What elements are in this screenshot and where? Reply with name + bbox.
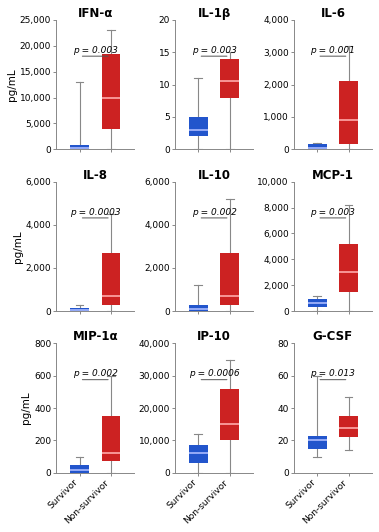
Title: IL-8: IL-8 — [83, 169, 108, 182]
Text: p = 0.002: p = 0.002 — [192, 207, 236, 217]
Title: MIP-1α: MIP-1α — [72, 330, 118, 344]
Text: p = 0.002: p = 0.002 — [73, 369, 117, 378]
Bar — [70, 308, 89, 311]
Bar — [102, 54, 120, 129]
Bar — [339, 244, 358, 292]
Title: G-CSF: G-CSF — [313, 330, 353, 344]
Bar — [189, 117, 208, 136]
Title: IFN-α: IFN-α — [78, 7, 113, 20]
Text: p = 0.003: p = 0.003 — [310, 207, 356, 217]
Bar — [102, 416, 120, 461]
Bar — [220, 253, 239, 305]
Title: IP-10: IP-10 — [197, 330, 231, 344]
Bar — [102, 253, 120, 305]
Bar — [220, 59, 239, 97]
Text: p = 0.003: p = 0.003 — [73, 46, 117, 55]
Y-axis label: pg/mL: pg/mL — [7, 68, 17, 101]
Bar — [70, 145, 89, 149]
Bar — [308, 300, 327, 307]
Bar — [189, 305, 208, 311]
Bar — [308, 145, 327, 149]
Bar — [189, 445, 208, 463]
Bar — [339, 416, 358, 437]
Y-axis label: pg/mL: pg/mL — [21, 392, 31, 425]
Title: IL-10: IL-10 — [197, 169, 230, 182]
Bar — [308, 436, 327, 448]
Bar — [220, 389, 239, 440]
Text: p = 0.013: p = 0.013 — [310, 369, 356, 378]
Title: IL-6: IL-6 — [320, 7, 345, 20]
Y-axis label: pg/mL: pg/mL — [13, 230, 23, 263]
Bar — [339, 81, 358, 145]
Text: p = 0.0006: p = 0.0006 — [189, 369, 240, 378]
Title: MCP-1: MCP-1 — [312, 169, 354, 182]
Bar — [70, 465, 89, 473]
Title: IL-1β: IL-1β — [197, 7, 231, 20]
Text: p = 0.001: p = 0.001 — [310, 46, 356, 55]
Text: p = 0.0003: p = 0.0003 — [70, 207, 121, 217]
Text: p = 0.003: p = 0.003 — [192, 46, 236, 55]
